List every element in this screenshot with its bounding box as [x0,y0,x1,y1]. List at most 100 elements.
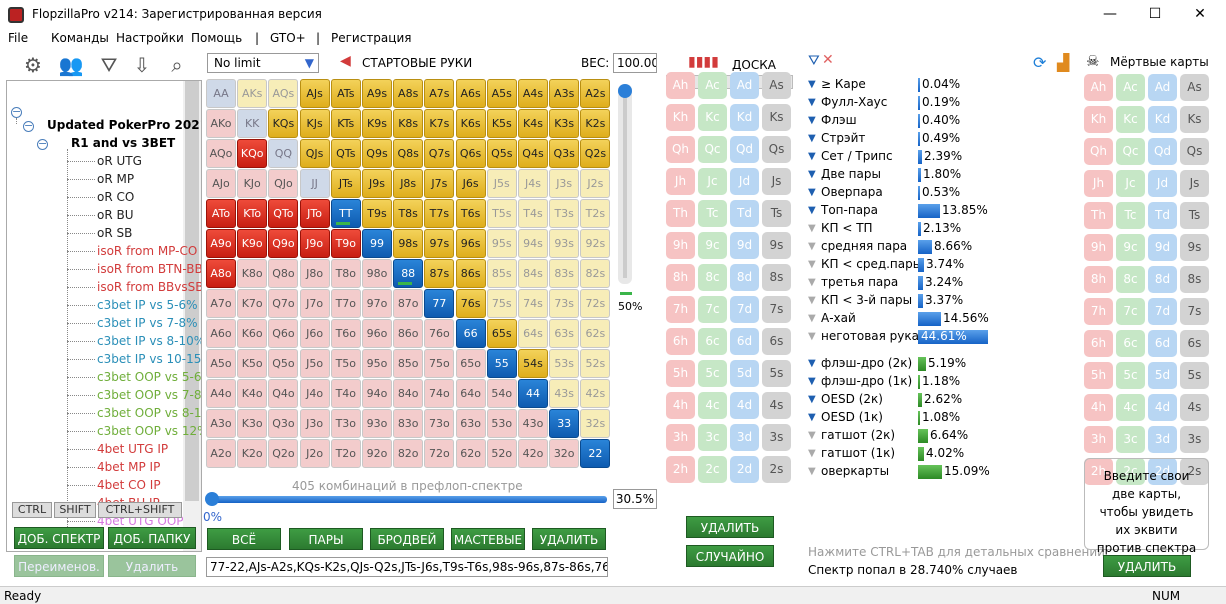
dead-card-Qs[interactable]: Qs [1180,138,1209,165]
hand-cell-J6s[interactable]: J6s [455,169,486,198]
range-text-input[interactable] [206,557,608,577]
hand-cell-Q7o[interactable]: Q7o [268,289,299,318]
hand-cell-A2o[interactable]: A2o [206,439,236,468]
hand-cell-92s[interactable]: 92s [580,229,611,258]
hand-cell-T8o[interactable]: T8o [330,259,361,288]
hand-cell-66[interactable]: 66 [455,319,486,348]
hand-cell-T9s[interactable]: T9s [362,199,392,228]
select-broadway-button[interactable]: БРОДВЕЙ [370,528,444,550]
hand-cell-Q6s[interactable]: Q6s [455,139,486,168]
dead-card-2c[interactable]: 2c [1116,458,1145,485]
tree-item[interactable]: c3bet OOP vs 7-8% [97,388,202,402]
hand-cell-54o[interactable]: 54o [486,379,517,408]
hand-cell-KJo[interactable]: KJo [237,169,268,198]
hand-cell-Q2o[interactable]: Q2o [268,439,299,468]
hand-cell-93s[interactable]: 93s [549,229,580,258]
hand-cell-QJo[interactable]: QJo [268,169,299,198]
hand-cell-KQs[interactable]: KQs [268,109,299,138]
hand-cell-A9o[interactable]: A9o [206,229,236,258]
board-card-Kd[interactable]: Kd [730,104,759,131]
hand-cell-J2s[interactable]: J2s [580,169,611,198]
dead-card-Ah[interactable]: Ah [1084,74,1113,101]
board-card-7h[interactable]: 7h [666,296,695,323]
filter-icon[interactable]: ▼ [808,169,816,180]
hand-cell-42o[interactable]: 42o [518,439,548,468]
hand-cell-87o[interactable]: 87o [393,289,424,318]
dead-card-Ts[interactable]: Ts [1180,202,1209,229]
hand-cell-T6s[interactable]: T6s [455,199,486,228]
tree-scrollbar[interactable] [183,81,201,551]
board-card-7d[interactable]: 7d [730,296,759,323]
hand-cell-AQo[interactable]: AQo [206,139,236,168]
tree-item[interactable]: oR SB [97,226,133,240]
board-card-5s[interactable]: 5s [762,360,791,387]
board-card-2s[interactable]: 2s [762,456,791,483]
board-card-Ts[interactable]: Ts [762,200,791,227]
dead-card-Qc[interactable]: Qc [1116,138,1145,165]
hand-cell-AA[interactable]: AA [206,79,236,108]
dead-card-Tc[interactable]: Tc [1116,202,1145,229]
hand-cell-Q6o[interactable]: Q6o [268,319,299,348]
weight-slider[interactable] [618,84,632,284]
tab-ctrl-shift[interactable]: CTRL+SHIFT [98,502,182,518]
dead-card-Jc[interactable]: Jc [1116,170,1145,197]
hand-cell-AKo[interactable]: AKo [206,109,236,138]
board-card-Ah[interactable]: Ah [666,72,695,99]
hand-cell-KK[interactable]: KK [237,109,268,138]
filter-icon[interactable]: ▼ [808,133,816,144]
board-card-4c[interactable]: 4c [698,392,727,419]
board-card-3d[interactable]: 3d [730,424,759,451]
filter-icon[interactable]: ▼ [808,430,816,441]
tree-item[interactable]: 4bet UTG IP [97,442,169,456]
hand-cell-T5o[interactable]: T5o [330,349,361,378]
hand-cell-95o[interactable]: 95o [362,349,392,378]
rename-button[interactable]: Переименов. [14,555,104,577]
dead-card-Kd[interactable]: Kd [1148,106,1177,133]
hand-cell-T9o[interactable]: T9o [330,229,361,258]
select-all-button[interactable]: ВСЁ [207,528,281,550]
combos-progress[interactable]: 405 комбинаций в префлоп-спектре [205,478,610,508]
board-card-9c[interactable]: 9c [698,232,727,259]
hand-cell-98s[interactable]: 98s [393,229,424,258]
hand-cell-A4s[interactable]: A4s [518,79,548,108]
hand-cell-A9s[interactable]: A9s [362,79,392,108]
hand-cell-J8o[interactable]: J8o [299,259,330,288]
hand-cell-83s[interactable]: 83s [549,259,580,288]
hand-cell-QTs[interactable]: QTs [330,139,361,168]
board-card-2h[interactable]: 2h [666,456,695,483]
hand-cell-J6o[interactable]: J6o [299,319,330,348]
hand-cell-63s[interactable]: 63s [549,319,580,348]
board-card-7s[interactable]: 7s [762,296,791,323]
gear-icon[interactable]: ⚙ [24,53,42,77]
dead-card-As[interactable]: As [1180,74,1209,101]
hand-cell-J7s[interactable]: J7s [424,169,455,198]
dead-card-7d[interactable]: 7d [1148,298,1177,325]
tree-item[interactable]: isoR from BTN-BB [97,262,202,276]
hand-cell-Q9o[interactable]: Q9o [268,229,299,258]
hand-cell-72s[interactable]: 72s [580,289,611,318]
hand-cell-K4s[interactable]: K4s [518,109,548,138]
hand-cell-97s[interactable]: 97s [424,229,455,258]
filter-icon[interactable]: ▼ [808,295,816,306]
board-card-8s[interactable]: 8s [762,264,791,291]
hand-cell-J7o[interactable]: J7o [299,289,330,318]
board-card-5h[interactable]: 5h [666,360,695,387]
dead-card-Jh[interactable]: Jh [1084,170,1113,197]
hand-cell-T5s[interactable]: T5s [486,199,517,228]
hand-cell-K6o[interactable]: K6o [237,319,268,348]
board-card-3c[interactable]: 3c [698,424,727,451]
dead-card-9s[interactable]: 9s [1180,234,1209,261]
hand-cell-T6o[interactable]: T6o [330,319,361,348]
board-card-9d[interactable]: 9d [730,232,759,259]
dead-card-Qd[interactable]: Qd [1148,138,1177,165]
hand-cell-K4o[interactable]: K4o [237,379,268,408]
hand-cell-AJo[interactable]: AJo [206,169,236,198]
filter-icon[interactable]: ▼ [808,223,816,234]
hand-cell-Q9s[interactable]: Q9s [362,139,392,168]
hand-cell-ATo[interactable]: ATo [206,199,236,228]
filter-icon[interactable]: ⛛ [808,53,820,69]
hand-cell-K5o[interactable]: K5o [237,349,268,378]
hand-cell-A2s[interactable]: A2s [580,79,611,108]
dead-card-3h[interactable]: 3h [1084,426,1113,453]
hand-cell-K8o[interactable]: K8o [237,259,268,288]
